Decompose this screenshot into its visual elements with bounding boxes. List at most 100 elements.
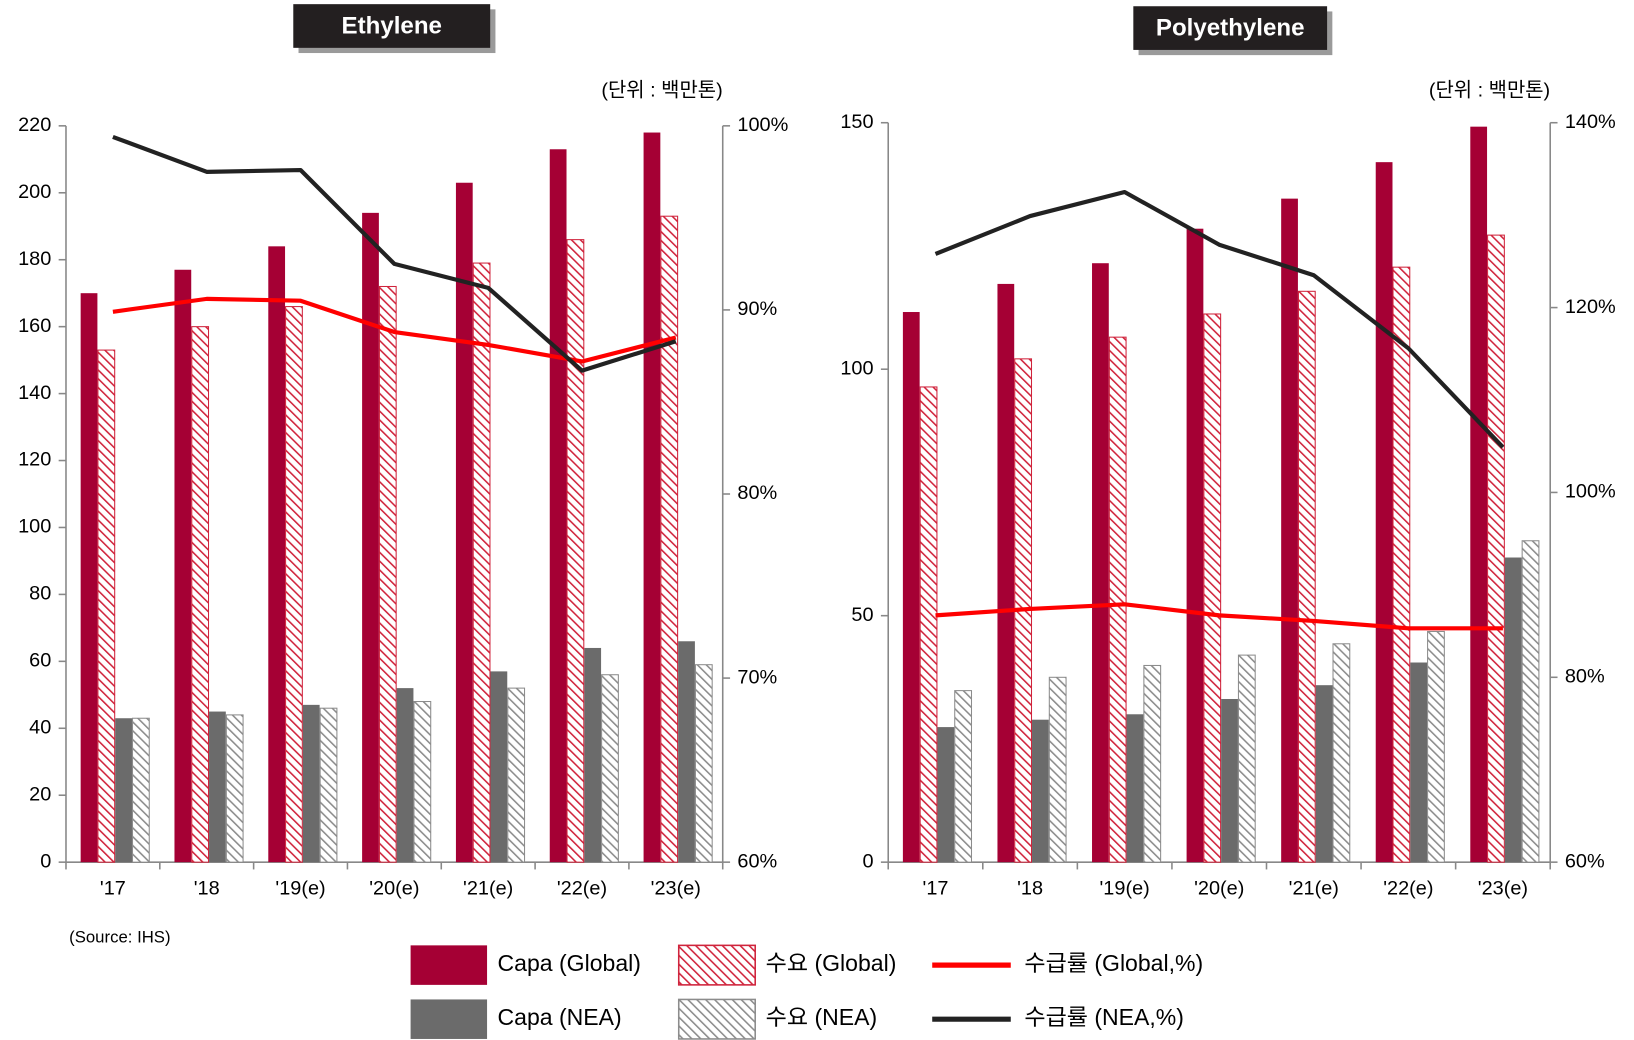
bar [319, 707, 338, 863]
bar [131, 717, 150, 863]
bar [954, 690, 973, 863]
bar [1281, 198, 1298, 863]
bar [472, 262, 491, 863]
y-tick-label: 100 [18, 516, 51, 538]
y-tick-label: 60 [29, 650, 51, 672]
y2-tick-label: 120% [1565, 296, 1616, 318]
bar [362, 212, 379, 863]
bar [1126, 714, 1144, 863]
bar [660, 215, 679, 863]
bar [997, 283, 1015, 863]
line [112, 296, 677, 364]
bar [1375, 162, 1393, 863]
bar [285, 306, 303, 863]
y2-tick-label: 70% [737, 666, 777, 688]
bar [1410, 662, 1428, 863]
y-tick-label: 220 [18, 114, 51, 136]
y2-tick-label: 80% [1565, 666, 1605, 688]
legend-label: 수급률 (NEA,%) [1024, 1004, 1184, 1030]
line [112, 134, 677, 373]
x-tick-label: '20(e) [369, 877, 419, 899]
bar [302, 704, 320, 863]
bar [174, 269, 192, 863]
bar [1521, 540, 1540, 863]
line [935, 602, 1503, 631]
title-box [293, 4, 491, 48]
chart-title: Polyethylene [1156, 15, 1305, 42]
bar [209, 711, 226, 863]
bar [584, 647, 602, 863]
y-tick-label: 40 [29, 717, 51, 739]
bar [413, 700, 432, 863]
legend-label: 수급률 (Global,%) [1024, 950, 1203, 976]
bar [268, 246, 286, 863]
bar [1221, 698, 1238, 863]
bar [1427, 630, 1445, 863]
x-tick-label: '22(e) [1383, 877, 1433, 899]
y-tick-label: 50 [851, 604, 873, 626]
bar [97, 349, 116, 863]
source: (Source: IHS) [69, 928, 170, 947]
x-tick-label: '21(e) [1289, 877, 1339, 899]
x-tick-label: '18 [194, 877, 220, 899]
legend-label: Capa (Global) [498, 950, 641, 976]
legend-swatch [410, 945, 488, 985]
y2-tick-label: 100% [737, 114, 788, 136]
bar [225, 714, 244, 863]
y-tick-label: 140 [18, 382, 51, 404]
x-tick-label: '17 [100, 877, 126, 899]
legend-label: Capa (NEA) [498, 1004, 622, 1030]
title-box [1133, 6, 1328, 50]
bar [396, 688, 414, 863]
x-tick-label: '23(e) [651, 877, 701, 899]
y-tick-label: 80 [29, 583, 51, 605]
y-tick-label: 120 [18, 449, 51, 471]
line [934, 189, 1505, 449]
bar [902, 312, 920, 863]
legend-swatch [677, 944, 756, 986]
bar [1297, 290, 1316, 863]
bar [1032, 719, 1049, 863]
y2-tick-label: 60% [737, 850, 777, 872]
unit-label: (단위 : 백만톤) [601, 80, 722, 102]
y2-tick-label: 80% [737, 482, 777, 504]
bar [1504, 557, 1522, 863]
y-tick-label: 200 [18, 181, 51, 203]
y2-tick-label: 60% [1565, 850, 1605, 872]
bar [490, 671, 508, 863]
x-tick-label: '17 [923, 877, 949, 899]
y-tick-label: 0 [40, 850, 51, 872]
bar [1143, 664, 1162, 863]
x-tick-label: '19(e) [1100, 877, 1150, 899]
bar [566, 239, 585, 863]
chart-title: Ethylene [342, 12, 442, 39]
x-tick-label: '23(e) [1478, 877, 1528, 899]
bar [191, 326, 210, 863]
legend-label: 수요 (Global) [766, 950, 897, 976]
bar [1186, 228, 1204, 863]
bar [378, 285, 397, 863]
legend-swatch [677, 998, 756, 1040]
y2-tick-label: 90% [737, 298, 777, 320]
y2-tick-label: 140% [1565, 111, 1616, 133]
bar [1332, 643, 1351, 863]
x-tick-label: '22(e) [557, 877, 607, 899]
legend-swatch [410, 999, 488, 1039]
bar [80, 293, 98, 863]
bar [115, 718, 132, 863]
bar [601, 674, 619, 863]
unit-label: (단위 : 백만톤) [1429, 80, 1550, 102]
bar [1203, 313, 1222, 863]
y-tick-label: 150 [840, 111, 873, 133]
x-tick-label: '19(e) [275, 877, 325, 899]
bar [1108, 336, 1127, 863]
bar [1487, 234, 1505, 863]
bar [1048, 676, 1067, 863]
bar [937, 727, 955, 863]
x-tick-label: '21(e) [463, 877, 513, 899]
bar [643, 132, 661, 863]
bar [507, 687, 526, 863]
bar [455, 182, 473, 863]
y2-tick-label: 100% [1565, 481, 1616, 503]
